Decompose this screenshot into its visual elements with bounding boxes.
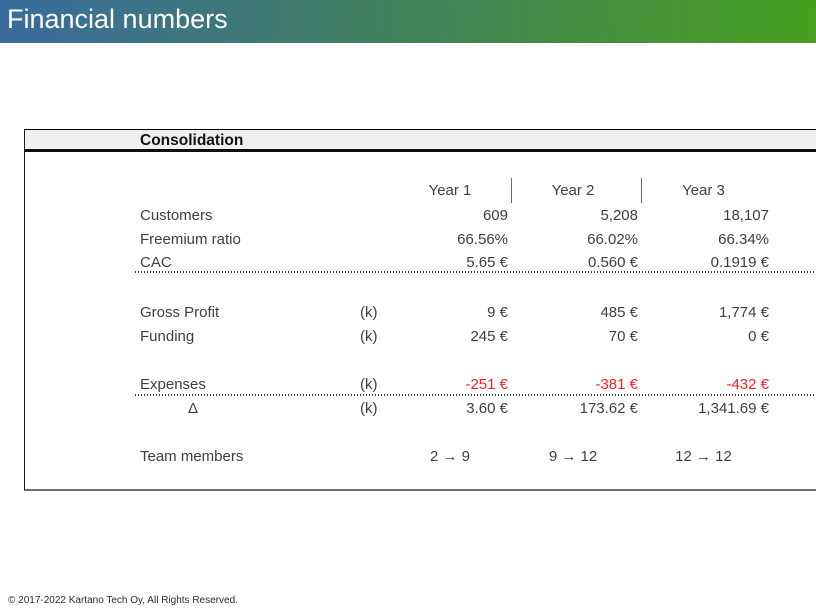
table-row-team-members: Team members 2 → 9 9 → 12 12 → 12: [140, 445, 816, 468]
table-row-funding: Funding (k) 245 € 70 € 0 €: [140, 325, 816, 348]
row-unit: (k): [360, 376, 378, 393]
cell-value: 12 → 12: [675, 448, 732, 465]
cell-value: 0 €: [748, 328, 769, 345]
row-unit: (k): [360, 400, 378, 417]
column-header-row: Year 1 Year 2 Year 3: [140, 178, 816, 203]
cell-value: 173.62 €: [579, 400, 638, 417]
table-title: Consolidation: [140, 132, 244, 149]
cell-value: 66.56%: [457, 231, 508, 248]
row-label: Freemium ratio: [140, 231, 241, 248]
table-row-customers: Customers 609 5,208 18,107: [140, 204, 816, 227]
dotted-divider: [135, 271, 816, 273]
cell-value: 18,107: [723, 207, 769, 224]
cell-value: 1,774 €: [718, 304, 769, 321]
column-separator: [511, 178, 512, 203]
slide-title-band: Financial numbers: [0, 0, 816, 43]
copyright-footer: © 2017-2022 Kartano Tech Oy, All Rights …: [8, 595, 238, 606]
column-separator: [641, 178, 642, 203]
table-header-band: Consolidation: [25, 130, 816, 152]
dotted-divider: [135, 394, 816, 396]
table-row-gross-profit: Gross Profit (k) 9 € 485 € 1,774 €: [140, 301, 816, 324]
row-label: Funding: [140, 328, 195, 345]
row-unit: (k): [360, 328, 378, 345]
cell-value: 70 €: [608, 328, 638, 345]
row-label: Customers: [140, 207, 213, 224]
table-row-delta: Δ (k) 3.60 € 173.62 € 1,341.69 €: [140, 397, 816, 420]
cell-value: 5,208: [600, 207, 638, 224]
row-label-delta: Δ: [188, 400, 199, 417]
cell-value: 3.60 €: [466, 400, 508, 417]
column-header-year3: Year 3: [682, 182, 725, 199]
cell-value: 1,341.69 €: [698, 400, 769, 417]
cell-value: 66.02%: [587, 231, 638, 248]
cell-value: 609: [482, 207, 508, 224]
row-label: CAC: [140, 254, 172, 271]
row-label: Expenses: [140, 376, 206, 393]
cell-value: 5.65 €: [466, 254, 508, 271]
cell-value: 245 €: [470, 328, 508, 345]
row-unit: [360, 228, 392, 251]
cell-value: 9 → 12: [548, 448, 598, 465]
cell-value-negative: -251 €: [465, 376, 508, 393]
cell-value-negative: -432 €: [726, 376, 769, 393]
row-unit: [360, 204, 392, 227]
page-title: Financial numbers: [7, 4, 228, 34]
row-label: Team members: [140, 448, 244, 465]
cell-value: 9 €: [487, 304, 508, 321]
row-unit: (k): [360, 304, 378, 321]
cell-value: 0.1919 €: [710, 254, 769, 271]
table-row-expenses: Expenses (k) -251 € -381 € -432 €: [140, 373, 816, 396]
cell-value: 485 €: [600, 304, 638, 321]
consolidation-table: Consolidation Year 1 Year 2 Year 3 Custo…: [24, 129, 816, 491]
table-row-cac: CAC 5.65 € 0.560 € 0.1919 €: [140, 251, 816, 274]
spacer-cell: [140, 179, 360, 202]
spacer-cell: [360, 179, 392, 202]
cell-value: 2 → 9: [429, 448, 471, 465]
cell-value: 0.560 €: [587, 254, 638, 271]
table-row-freemium-ratio: Freemium ratio 66.56% 66.02% 66.34%: [140, 228, 816, 251]
row-label: Gross Profit: [140, 304, 220, 321]
cell-value: 66.34%: [718, 231, 769, 248]
column-header-year1: Year 1: [428, 182, 472, 199]
row-unit: [360, 445, 392, 468]
cell-value-negative: -381 €: [595, 376, 638, 393]
column-header-year2: Year 2: [551, 182, 595, 199]
